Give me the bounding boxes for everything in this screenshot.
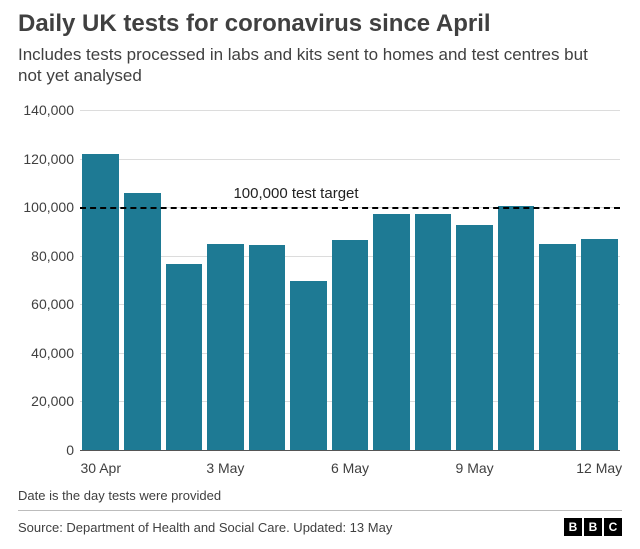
bar [456,225,493,450]
bbc-logo-block: B [584,518,602,536]
bar [249,245,286,450]
bar [207,244,244,450]
bar [290,281,327,450]
bar [539,244,576,450]
y-tick-label: 80,000 [4,248,74,264]
grid-line [80,110,620,111]
x-tick-label: 3 May [206,460,244,476]
footnote: Date is the day tests were provided [18,488,221,503]
grid-line [80,159,620,160]
bar [166,264,203,450]
source-text: Source: Department of Health and Social … [18,520,392,535]
y-tick-label: 60,000 [4,296,74,312]
y-tick-label: 120,000 [4,151,74,167]
plot-area: 100,000 test target [80,110,620,450]
y-tick-label: 100,000 [4,199,74,215]
y-tick-label: 0 [4,442,74,458]
divider [18,510,622,511]
grid-line [80,450,620,451]
x-tick-label: 12 May [576,460,622,476]
bbc-logo: BBC [564,518,622,536]
x-tick-label: 9 May [456,460,494,476]
bbc-logo-block: C [604,518,622,536]
target-label: 100,000 test target [229,185,362,202]
bar [82,154,119,450]
bar [124,193,161,450]
chart-container: Daily UK tests for coronavirus since Apr… [0,0,640,549]
chart-title: Daily UK tests for coronavirus since Apr… [18,10,491,38]
y-tick-label: 140,000 [4,102,74,118]
bbc-logo-block: B [564,518,582,536]
target-line [80,207,620,209]
chart-subtitle: Includes tests processed in labs and kit… [18,44,608,87]
bar [332,240,369,450]
bar [498,206,535,450]
bar [581,239,618,450]
y-tick-label: 20,000 [4,393,74,409]
x-tick-label: 6 May [331,460,369,476]
bar [415,214,452,450]
x-tick-label: 30 Apr [81,460,121,476]
y-tick-label: 40,000 [4,345,74,361]
bar [373,214,410,450]
